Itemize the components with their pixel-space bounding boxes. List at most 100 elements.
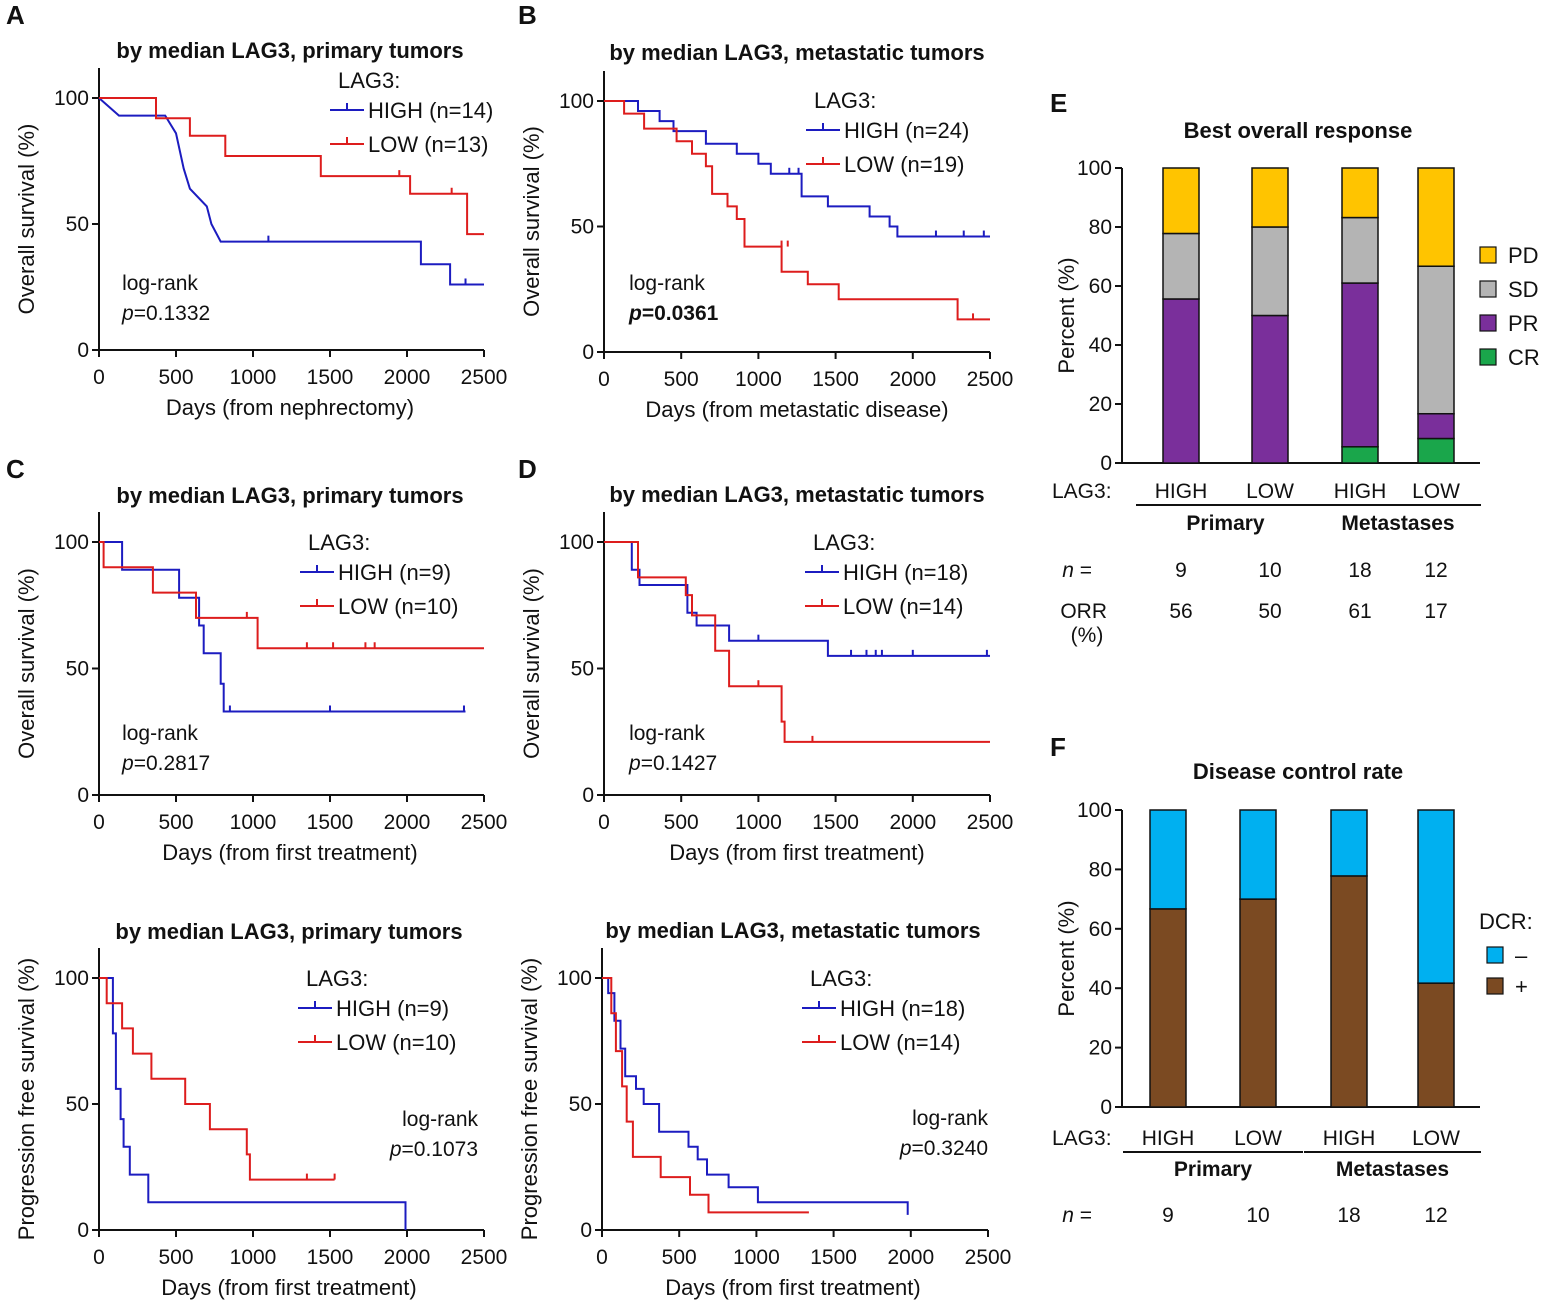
- x-axis-label-c2: Days (from first treatment): [161, 1275, 416, 1300]
- category-label-f: LOW: [1234, 1127, 1282, 1150]
- km-line-low-d: [604, 541, 990, 743]
- legend-swatch-sd-e: [1479, 280, 1497, 298]
- legend-title-f: DCR:: [1479, 909, 1533, 934]
- n-value-e: 9: [1175, 559, 1187, 582]
- category-label-e: LOW: [1412, 480, 1460, 503]
- x-tick-label-c: 500: [158, 811, 193, 834]
- y-axis-label-d2: Progression free survival (%): [517, 958, 542, 1240]
- km-line-low-c: [99, 541, 484, 650]
- y-axis-label-e: Percent (%): [1054, 257, 1079, 373]
- legend-label-dcr_pos-f: +: [1515, 974, 1528, 999]
- y-axis-label-c: Overall survival (%): [14, 568, 39, 759]
- x-tick-label-a: 1000: [230, 366, 277, 389]
- km-line-low-a: [99, 97, 484, 236]
- orr-value-e: 56: [1169, 600, 1192, 623]
- y-tick-label-c2: 100: [54, 967, 89, 990]
- bar-dcr_neg-f: [1417, 809, 1455, 984]
- n-value-f: 12: [1424, 1204, 1447, 1227]
- legend-swatch-dcr_neg-f: [1486, 946, 1504, 964]
- bar-dcr_neg-f: [1149, 809, 1187, 910]
- km-line-low-d2: [602, 977, 809, 1214]
- legend-label-low-d: LOW (n=14): [843, 594, 963, 619]
- x-tick-label-d2: 1500: [810, 1246, 857, 1269]
- y-tick-label-c2: 50: [66, 1093, 89, 1116]
- legend-swatch-cr-e: [1479, 348, 1497, 366]
- legend-label-dcr_neg-f: –: [1515, 943, 1528, 968]
- legend-label-sd-e: SD: [1508, 277, 1539, 302]
- n-label-f: n =: [1062, 1204, 1092, 1227]
- y-axis-label-f: Percent (%): [1054, 900, 1079, 1016]
- y-tick-label-d: 50: [571, 658, 594, 681]
- km-line-low-b: [604, 100, 990, 321]
- chart-title-a: by median LAG3, primary tumors: [116, 38, 463, 63]
- x-tick-label-a: 1500: [307, 366, 354, 389]
- x-tick-label-c: 0: [93, 811, 105, 834]
- x-tick-label-b: 2500: [967, 368, 1014, 391]
- legend-swatch-pd-e: [1479, 246, 1497, 264]
- logrank-label-d: log-rank: [629, 722, 705, 745]
- bar-sd-e: [1251, 226, 1289, 317]
- y-tick-label-c: 50: [66, 658, 89, 681]
- p-value-a: p=0.1332: [121, 302, 210, 325]
- legend-title-c: LAG3:: [308, 530, 370, 555]
- x-tick-label-d2: 1000: [733, 1246, 780, 1269]
- group-label-f: Primary: [1174, 1158, 1253, 1181]
- chart-title-f: Disease control rate: [1193, 759, 1403, 784]
- panel-letter-b: B: [518, 0, 537, 30]
- y-tick-label-e: 100: [1077, 157, 1112, 180]
- bar-cr-e: [1417, 437, 1455, 464]
- chart-title-c: by median LAG3, primary tumors: [116, 483, 463, 508]
- x-tick-label-a: 500: [158, 366, 193, 389]
- legend-label-pr-e: PR: [1508, 311, 1539, 336]
- bar-dcr_neg-f: [1330, 809, 1368, 877]
- row-label-lag3-e: LAG3:: [1052, 480, 1112, 503]
- panel-letter-c: C: [6, 454, 25, 484]
- bar-dcr_pos-f: [1417, 982, 1455, 1108]
- chart-title-d: by median LAG3, metastatic tumors: [609, 482, 984, 507]
- x-tick-label-b: 1500: [812, 368, 859, 391]
- group-label-e: Primary: [1186, 512, 1265, 535]
- x-tick-label-d: 1500: [812, 811, 859, 834]
- y-axis-label-a: Overall survival (%): [14, 124, 39, 315]
- category-label-f: LOW: [1412, 1127, 1460, 1150]
- x-tick-label-c2: 0: [93, 1246, 105, 1269]
- legend-label-low-c: LOW (n=10): [338, 594, 458, 619]
- bar-sd-e: [1341, 216, 1379, 284]
- chart-title-e: Best overall response: [1184, 118, 1413, 143]
- p-value-b: p=0.0361: [628, 302, 719, 325]
- km-line-high-a: [98, 97, 484, 286]
- orr-unit-label-e: (%): [1071, 624, 1104, 647]
- bar-pr-e: [1417, 412, 1455, 440]
- category-label-e: HIGH: [1155, 480, 1208, 503]
- legend-label-low-a: LOW (n=13): [368, 132, 488, 157]
- y-tick-label-e: 20: [1089, 393, 1112, 416]
- category-label-e: HIGH: [1334, 480, 1387, 503]
- legend-label-cr-e: CR: [1508, 345, 1540, 370]
- x-tick-label-c2: 1500: [307, 1246, 354, 1269]
- bar-pd-e: [1341, 167, 1379, 219]
- y-tick-label-b: 100: [559, 90, 594, 113]
- legend-label-high-d: HIGH (n=18): [843, 560, 968, 585]
- x-tick-label-d2: 2500: [965, 1246, 1012, 1269]
- chart-title-b: by median LAG3, metastatic tumors: [609, 40, 984, 65]
- bar-cr-e: [1341, 446, 1379, 464]
- bar-dcr_pos-f: [1239, 898, 1277, 1108]
- x-axis-label-b: Days (from metastatic disease): [645, 397, 948, 422]
- orr-value-e: 50: [1258, 600, 1281, 623]
- km-line-high-b: [604, 100, 990, 238]
- category-label-e: LOW: [1246, 480, 1294, 503]
- legend-label-low-b: LOW (n=19): [844, 152, 964, 177]
- x-tick-label-b: 0: [598, 368, 610, 391]
- y-axis-label-b: Overall survival (%): [519, 126, 544, 317]
- bar-dcr_neg-f: [1239, 809, 1277, 900]
- legend-label-high-c2: HIGH (n=9): [336, 996, 449, 1021]
- logrank-label-c2: log-rank: [402, 1108, 478, 1131]
- n-value-e: 10: [1258, 559, 1281, 582]
- row-label-lag3-f: LAG3:: [1052, 1127, 1112, 1150]
- n-value-e: 18: [1348, 559, 1371, 582]
- bar-pd-e: [1251, 167, 1289, 228]
- panel-letter-d: D: [518, 454, 537, 484]
- x-tick-label-d: 2500: [967, 811, 1014, 834]
- y-tick-label-d: 100: [559, 531, 594, 554]
- p-value-c2: p=0.1073: [389, 1138, 478, 1161]
